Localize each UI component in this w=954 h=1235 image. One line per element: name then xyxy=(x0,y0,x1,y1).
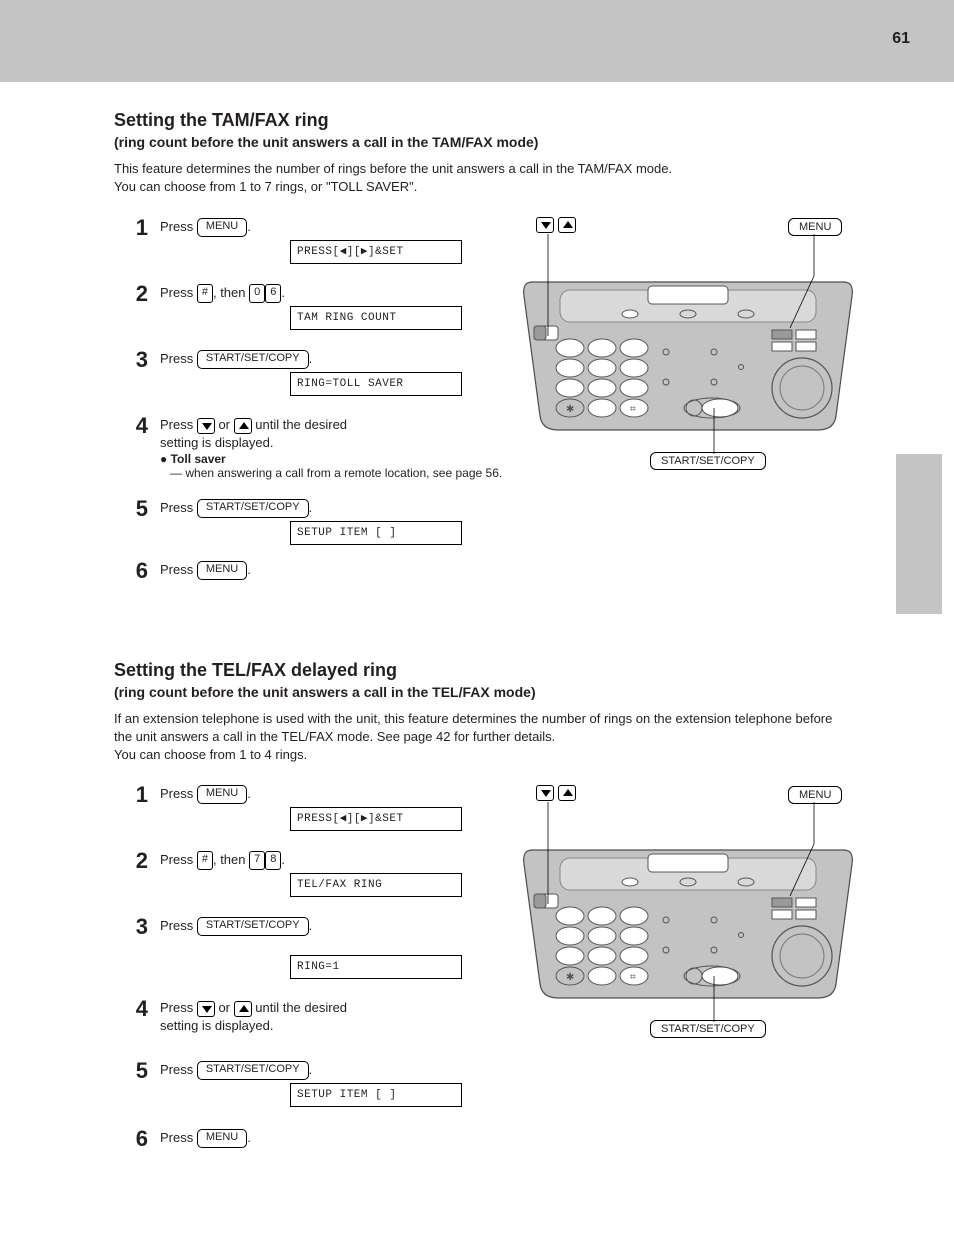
hash-key[interactable]: # xyxy=(197,851,213,869)
intro-text: If an extension telephone is used with t… xyxy=(114,710,854,745)
step-text: Press #, then 06. xyxy=(160,284,285,303)
device-panel-illustration: ✱ ⌗ xyxy=(516,820,860,1014)
section-title: Setting the TAM/FAX ring xyxy=(114,110,329,131)
note: ● Toll saver — when answering a call fro… xyxy=(160,452,502,480)
down-key[interactable] xyxy=(197,1001,215,1017)
up-key[interactable] xyxy=(234,418,252,434)
menu-key[interactable]: MENU xyxy=(197,785,247,803)
step-number: 5 xyxy=(124,1058,148,1084)
step-text: Press START/SET/COPY. xyxy=(160,1061,312,1080)
digit-key[interactable]: 6 xyxy=(265,284,281,302)
start-key[interactable]: START/SET/COPY xyxy=(197,917,309,935)
lcd-display: SETUP ITEM [ ] xyxy=(290,521,462,545)
step-text: Press MENU. xyxy=(160,1129,251,1148)
intro-text: This feature determines the number of ri… xyxy=(114,160,854,178)
step-text: Press MENU. xyxy=(160,218,251,237)
menu-callout: MENU xyxy=(788,218,842,236)
step-number: 2 xyxy=(124,848,148,874)
step-text: Press START/SET/COPY. xyxy=(160,350,312,369)
step-number: 5 xyxy=(124,496,148,522)
lcd-display: TEL/FAX RING xyxy=(290,873,462,897)
menu-key[interactable]: MENU xyxy=(197,561,247,579)
lcd-display: SETUP ITEM [ ] xyxy=(290,1083,462,1107)
lcd-display: PRESS[◀][▶]&SET xyxy=(290,240,462,264)
step-number: 4 xyxy=(124,996,148,1022)
start-key[interactable]: START/SET/COPY xyxy=(197,350,309,368)
step-number: 1 xyxy=(124,215,148,241)
svg-text:✱: ✱ xyxy=(566,972,574,983)
arrow-keys-callout xyxy=(536,784,576,801)
digit-key[interactable]: 0 xyxy=(249,284,265,302)
step-text: Press START/SET/COPY. xyxy=(160,499,312,518)
step-text: Press MENU. xyxy=(160,785,251,804)
device-panel-illustration: ✱ ⌗ xyxy=(516,252,860,446)
start-callout: START/SET/COPY xyxy=(650,452,766,470)
page-number: 61 xyxy=(892,30,910,48)
digit-key[interactable]: 7 xyxy=(249,851,265,869)
step-text: Press or until the desired setting is di… xyxy=(160,999,347,1035)
step-number: 2 xyxy=(124,281,148,307)
svg-text:⌗: ⌗ xyxy=(630,972,636,983)
intro-text: You can choose from 1 to 4 rings. xyxy=(114,746,854,764)
down-icon xyxy=(536,785,554,801)
step-text: Press #, then 78. xyxy=(160,851,285,870)
menu-callout: MENU xyxy=(788,786,842,804)
step-text: Press MENU. xyxy=(160,561,251,580)
hash-key[interactable]: # xyxy=(197,284,213,302)
lcd-display: RING=1 xyxy=(290,955,462,979)
start-key[interactable]: START/SET/COPY xyxy=(197,499,309,517)
svg-text:✱: ✱ xyxy=(566,404,574,415)
menu-key[interactable]: MENU xyxy=(197,1129,247,1147)
step-number: 3 xyxy=(124,347,148,373)
side-tab xyxy=(896,454,942,614)
lcd-display: PRESS[◀][▶]&SET xyxy=(290,807,462,831)
section-subtitle: (ring count before the unit answers a ca… xyxy=(114,684,536,700)
svg-text:⌗: ⌗ xyxy=(630,404,636,415)
down-key[interactable] xyxy=(197,418,215,434)
header-banner xyxy=(0,0,954,82)
menu-key[interactable]: MENU xyxy=(197,218,247,236)
step-number: 6 xyxy=(124,558,148,584)
section-title: Setting the TEL/FAX delayed ring xyxy=(114,660,397,681)
step-number: 6 xyxy=(124,1126,148,1152)
down-icon xyxy=(536,217,554,233)
step-text: Press or until the desired setting is di… xyxy=(160,416,347,452)
step-number: 1 xyxy=(124,782,148,808)
intro-text: You can choose from 1 to 7 rings, or "TO… xyxy=(114,178,854,196)
arrow-keys-callout xyxy=(536,216,576,233)
digit-key[interactable]: 8 xyxy=(265,851,281,869)
up-icon xyxy=(558,217,576,233)
start-key[interactable]: START/SET/COPY xyxy=(197,1061,309,1079)
section-subtitle: (ring count before the unit answers a ca… xyxy=(114,134,538,150)
start-callout: START/SET/COPY xyxy=(650,1020,766,1038)
step-number: 3 xyxy=(124,914,148,940)
up-key[interactable] xyxy=(234,1001,252,1017)
up-icon xyxy=(558,785,576,801)
lcd-display: RING=TOLL SAVER xyxy=(290,372,462,396)
step-number: 4 xyxy=(124,413,148,439)
lcd-display: TAM RING COUNT xyxy=(290,306,462,330)
step-text: Press START/SET/COPY. xyxy=(160,917,312,936)
